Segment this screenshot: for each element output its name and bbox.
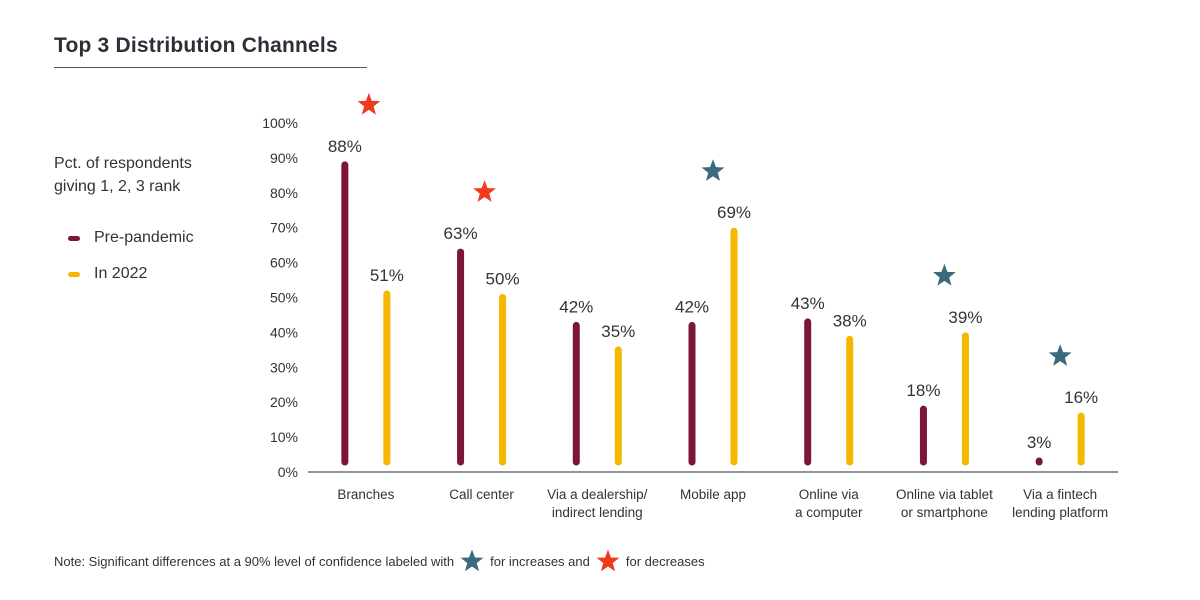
data-label: 35% xyxy=(601,322,635,341)
data-label: 16% xyxy=(1064,388,1098,407)
data-label: 63% xyxy=(444,224,478,243)
x-category-label: Mobile app xyxy=(680,487,746,502)
y-axis-label: Pct. of respondents giving 1, 2, 3 rank xyxy=(54,152,192,198)
x-category-label: or smartphone xyxy=(901,505,988,520)
increase-star-icon xyxy=(1048,344,1072,366)
decrease-star-icon xyxy=(357,92,381,115)
y-tick-label: 90% xyxy=(270,150,298,166)
legend-item-in-2022: In 2022 xyxy=(68,256,194,292)
increase-star-icon xyxy=(701,159,725,181)
data-label: 42% xyxy=(675,297,709,316)
data-label: 51% xyxy=(370,266,404,285)
footnote: Note: Significant differences at a 90% l… xyxy=(54,549,705,573)
x-category-label: Via a fintech xyxy=(1023,487,1097,502)
y-tick-label: 20% xyxy=(270,394,298,410)
increase-star-icon xyxy=(460,549,484,572)
x-category-label: Branches xyxy=(337,487,394,502)
title-underline xyxy=(54,67,367,68)
data-label: 18% xyxy=(906,381,940,400)
data-label: 43% xyxy=(791,294,825,313)
data-label: 39% xyxy=(948,308,982,327)
x-category-label: indirect lending xyxy=(552,505,643,520)
y-axis-label-line2: giving 1, 2, 3 rank xyxy=(54,178,181,195)
decrease-star-icon xyxy=(596,549,620,572)
y-tick-label: 70% xyxy=(270,220,298,236)
legend: Pre-pandemic In 2022 xyxy=(68,220,194,292)
x-category-label: a computer xyxy=(795,505,863,520)
x-category-label: Online via xyxy=(799,487,860,502)
footnote-text-3: for decreases xyxy=(625,553,705,569)
y-tick-label: 40% xyxy=(270,324,298,340)
decrease-star-icon xyxy=(473,180,496,202)
y-tick-label: 100% xyxy=(262,115,298,131)
data-label: 42% xyxy=(559,297,593,316)
x-category-label: Online via tablet xyxy=(896,487,993,502)
data-label: 50% xyxy=(486,270,520,289)
increase-star-icon xyxy=(933,263,956,286)
x-category-label: lending platform xyxy=(1012,505,1108,520)
y-tick-label: 60% xyxy=(270,255,298,271)
data-label: 69% xyxy=(717,203,751,222)
data-label: 38% xyxy=(833,311,867,330)
legend-label-in-2022: In 2022 xyxy=(94,265,148,282)
y-axis-label-line1: Pct. of respondents xyxy=(54,155,192,172)
y-tick-label: 30% xyxy=(270,359,298,375)
x-category-label: Via a dealership/ xyxy=(547,487,648,502)
legend-swatch-in-2022 xyxy=(68,271,80,277)
y-tick-label: 0% xyxy=(278,464,298,480)
y-tick-label: 80% xyxy=(270,185,298,201)
data-label: 3% xyxy=(1027,433,1052,452)
data-label: 88% xyxy=(328,137,362,156)
chart-title: Top 3 Distribution Channels xyxy=(54,34,338,57)
footnote-text-2: for increases and xyxy=(490,553,590,569)
legend-item-pre-pandemic: Pre-pandemic xyxy=(68,220,194,256)
x-category-label: Call center xyxy=(449,487,514,502)
y-tick-label: 50% xyxy=(270,290,298,306)
y-tick-label: 10% xyxy=(270,429,298,445)
legend-label-pre-pandemic: Pre-pandemic xyxy=(94,229,194,246)
legend-swatch-pre-pandemic xyxy=(68,235,80,241)
footnote-text-1: Note: Significant differences at a 90% l… xyxy=(54,553,455,569)
